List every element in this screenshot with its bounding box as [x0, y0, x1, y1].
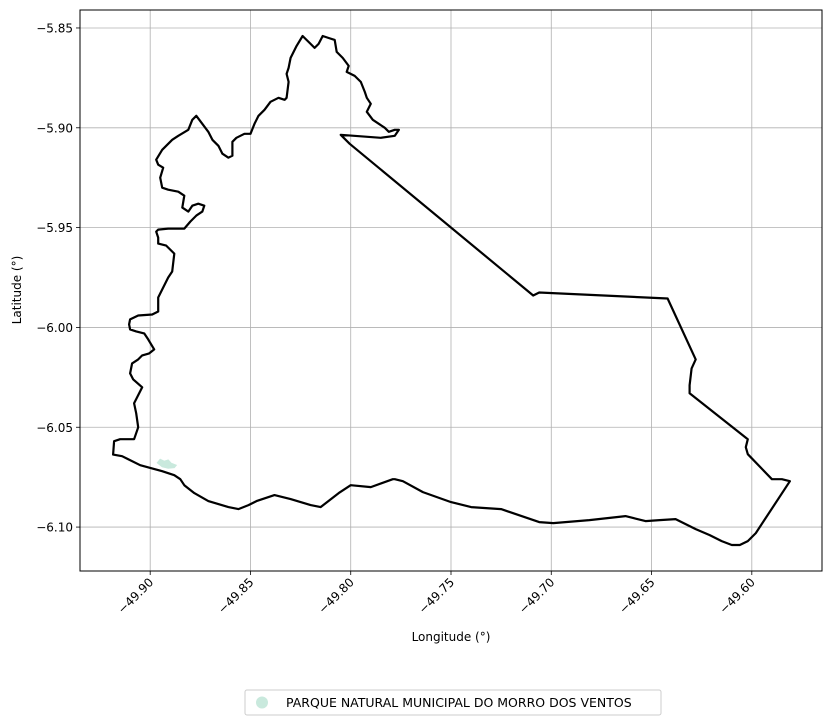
y-axis-ticks: −5.85 −5.90 −5.95 −6.00 −6.05 −6.10	[36, 21, 80, 535]
x-axis-title: Longitude (°)	[412, 630, 491, 644]
legend-label-park: PARQUE NATURAL MUNICIPAL DO MORRO DOS VE…	[286, 695, 632, 710]
legend-marker-park	[256, 696, 268, 709]
y-tick-label: −5.95	[36, 221, 73, 235]
park-area	[156, 458, 178, 469]
y-tick-label: −6.05	[36, 421, 73, 435]
municipality-boundary-layer	[112, 34, 791, 547]
park-area-layer	[156, 458, 178, 469]
y-tick-label: −6.10	[36, 521, 73, 535]
y-tick-label: −5.85	[36, 21, 73, 35]
municipality-boundary	[112, 34, 791, 547]
legend-frame	[244, 689, 662, 716]
y-axis-title: Latitude (°)	[10, 256, 24, 325]
legend: PARQUE NATURAL MUNICIPAL DO MORRO DOS VE…	[244, 689, 662, 716]
y-tick-label: −6.00	[36, 321, 73, 335]
y-tick-label: −5.90	[36, 121, 73, 135]
